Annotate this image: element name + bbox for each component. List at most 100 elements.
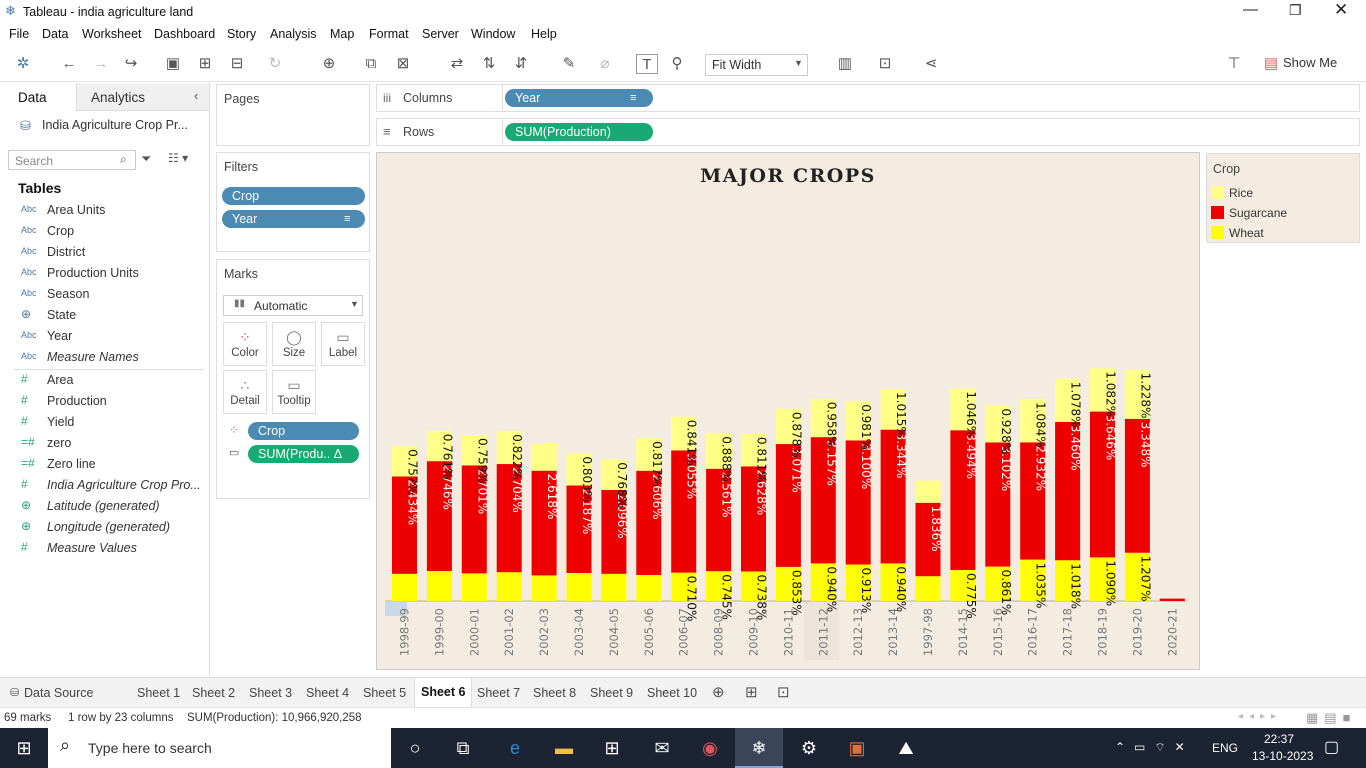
bar-sugarcane[interactable] [810, 437, 836, 564]
pin-icon[interactable]: ⊤ [1227, 55, 1241, 72]
filters-card[interactable]: Filters Crop Year ≡ [216, 152, 370, 252]
clear-sheet-icon[interactable]: ⊠ [396, 55, 410, 72]
field-latitude-generated-[interactable]: ⊕ Latitude (generated) [0, 498, 208, 518]
sheet-tab[interactable]: Sheet 3 [249, 686, 293, 700]
bar-sugarcane[interactable] [775, 444, 801, 567]
sheet-tab[interactable]: Sheet 2 [192, 686, 236, 700]
bar-rice[interactable] [950, 388, 976, 431]
bar-wheat[interactable] [531, 575, 557, 601]
field-longitude-generated-[interactable]: ⊕ Longitude (generated) [0, 519, 208, 539]
bar-rice[interactable] [1020, 398, 1046, 443]
bar-wheat[interactable] [1090, 557, 1115, 601]
cortana-icon[interactable]: ○ [409, 738, 421, 758]
datasource-name[interactable]: India Agriculture Crop Pr... [42, 118, 188, 132]
presentation-icon[interactable]: ⊡ [878, 55, 892, 72]
bar-sugarcane[interactable] [566, 485, 592, 573]
field-production[interactable]: # Production [0, 393, 208, 413]
bar-rice[interactable] [566, 453, 592, 486]
mail-icon[interactable]: ✉ [654, 738, 670, 758]
bar-wheat[interactable] [915, 576, 941, 601]
redo-icon[interactable]: → [93, 55, 109, 72]
bar-wheat[interactable] [706, 571, 732, 601]
bar-wheat[interactable] [741, 571, 766, 601]
bar-wheat[interactable] [880, 563, 906, 601]
bar-sugarcane[interactable] [1090, 411, 1115, 558]
bar-rice[interactable] [392, 446, 417, 477]
field-area-units[interactable]: Abc Area Units [0, 202, 208, 222]
bar-rice[interactable] [531, 443, 557, 471]
filter-pill-year[interactable]: Year ≡ [222, 210, 365, 228]
menu-analysis[interactable]: Analysis [270, 27, 317, 41]
field-season[interactable]: Abc Season [0, 286, 208, 306]
mark-type-select[interactable]: ▮▮ Automatic ▼ [223, 295, 363, 316]
bar-wheat[interactable] [566, 573, 592, 601]
bar-wheat[interactable] [461, 573, 487, 601]
sheet-tab[interactable]: Sheet 8 [533, 686, 577, 700]
menu-dashboard[interactable]: Dashboard [154, 27, 216, 41]
windows-start-icon[interactable]: ⊞ [16, 738, 32, 758]
field-measure-values[interactable]: # Measure Values [0, 540, 208, 560]
swap-icon[interactable]: ⇄ [450, 55, 464, 72]
menu-map[interactable]: Map [330, 27, 355, 41]
filter-icon[interactable]: ⏷ [141, 151, 152, 166]
legend-item-wheat[interactable]: Wheat [1211, 224, 1351, 242]
menu-server[interactable]: Server [422, 27, 459, 41]
pause-updates-icon[interactable]: ⊟ [230, 55, 244, 72]
bar-rice[interactable] [426, 430, 452, 462]
columns-shelf[interactable]: iii Columns Year ≡ [376, 84, 1360, 112]
bar-wheat[interactable] [1020, 559, 1046, 601]
file-explorer-icon[interactable]: ▬ [555, 738, 573, 758]
bar-sugarcane[interactable] [985, 442, 1011, 567]
detail-button[interactable]: ∴ Detail [223, 370, 267, 414]
bar-wheat[interactable] [775, 566, 801, 601]
sort-desc-icon[interactable]: ⇵ [514, 55, 528, 72]
cards-icon[interactable]: ▥ [837, 55, 853, 72]
menu-format[interactable]: Format [369, 27, 409, 41]
new-story-icon[interactable]: ⊡ [777, 684, 790, 701]
nav-arrows-icon[interactable]: ◂◂▸▸ [1238, 711, 1283, 722]
field-measure-names[interactable]: Abc Measure Names [0, 349, 208, 369]
menu-file[interactable]: File [9, 27, 30, 41]
bar-wheat[interactable] [810, 563, 836, 601]
sheet-tab[interactable]: Sheet 5 [363, 686, 407, 700]
sheet-tab[interactable]: Sheet 1 [137, 686, 181, 700]
bar-sugarcane[interactable] [1159, 598, 1185, 601]
store-icon[interactable]: ⊞ [604, 738, 620, 758]
restore-icon[interactable]: ❐ [1289, 2, 1302, 18]
size-button[interactable]: ◯ Size [272, 322, 316, 366]
tableau-home-icon[interactable]: ✲ [16, 55, 30, 72]
sheet-tab[interactable]: Sheet 10 [647, 686, 698, 700]
refresh-icon[interactable]: ↻ [268, 55, 282, 72]
bar-rice[interactable] [880, 389, 906, 430]
group-icon[interactable]: ⌀ [600, 55, 610, 72]
tab-data[interactable]: Data [0, 83, 76, 111]
photos-icon[interactable]: ⛰ [898, 738, 914, 758]
language-indicator[interactable]: ENG [1212, 741, 1239, 755]
visualization[interactable]: MAJOR CROPS 2.434% 0.757% 1998-99 2.746% 0.7… [376, 152, 1200, 670]
menu-window[interactable]: Window [471, 27, 516, 41]
field-zero-line[interactable]: =# Zero line [0, 456, 208, 476]
bar-rice[interactable] [1090, 368, 1115, 412]
bar-sugarcane[interactable] [671, 450, 697, 573]
label-button[interactable]: ▭ Label [321, 322, 365, 366]
sheet-tab[interactable]: Sheet 7 [477, 686, 521, 700]
bar-rice[interactable] [706, 433, 732, 469]
bar-rice[interactable] [810, 398, 836, 438]
color-legend[interactable]: Crop Rice Sugarcane Wheat [1206, 153, 1360, 243]
bar-sugarcane[interactable] [496, 464, 522, 573]
bar-rice[interactable] [601, 459, 627, 490]
bar-sugarcane[interactable] [426, 461, 452, 571]
bar-wheat[interactable] [1055, 560, 1081, 601]
menu-story[interactable]: Story [227, 27, 257, 41]
field-state[interactable]: ⊕ State [0, 307, 208, 327]
chrome-icon[interactable]: ◉ [702, 738, 718, 758]
system-tray-icons[interactable]: ⌃▭⌔✕ [1115, 740, 1194, 754]
bar-sugarcane[interactable] [1020, 442, 1046, 560]
bar-wheat[interactable] [426, 571, 452, 601]
bar-sugarcane[interactable] [1055, 421, 1081, 561]
bar-rice[interactable] [985, 405, 1011, 443]
bar-wheat[interactable] [950, 570, 976, 601]
bar-rice[interactable] [1124, 369, 1150, 419]
filter-pill-crop[interactable]: Crop [222, 187, 365, 205]
bar-sugarcane[interactable] [845, 440, 871, 565]
